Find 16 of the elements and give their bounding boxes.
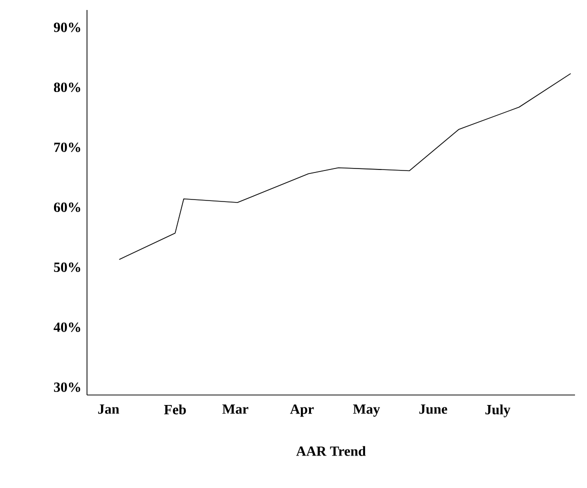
x-tick-label: May — [353, 404, 380, 417]
y-tick-label: 50% — [54, 262, 80, 272]
line-series — [118, 73, 572, 260]
y-tick-label: 80% — [54, 82, 80, 92]
x-tick-label: Apr — [290, 404, 314, 417]
x-tick-label: Jan — [98, 404, 120, 414]
y-tick-label: 70% — [54, 142, 80, 152]
y-tick-label: 30% — [54, 382, 80, 392]
x-axis-title: AAR Trend — [296, 446, 366, 456]
x-tick-label: July — [485, 404, 510, 418]
y-tick-label: 40% — [54, 322, 80, 332]
x-tick-label: Feb — [164, 404, 186, 414]
y-tick-label: 90% — [54, 22, 80, 32]
y-tick-label: 60% — [54, 202, 80, 212]
x-tick-label: Mar — [222, 404, 248, 414]
x-tick-label: June — [419, 404, 448, 414]
